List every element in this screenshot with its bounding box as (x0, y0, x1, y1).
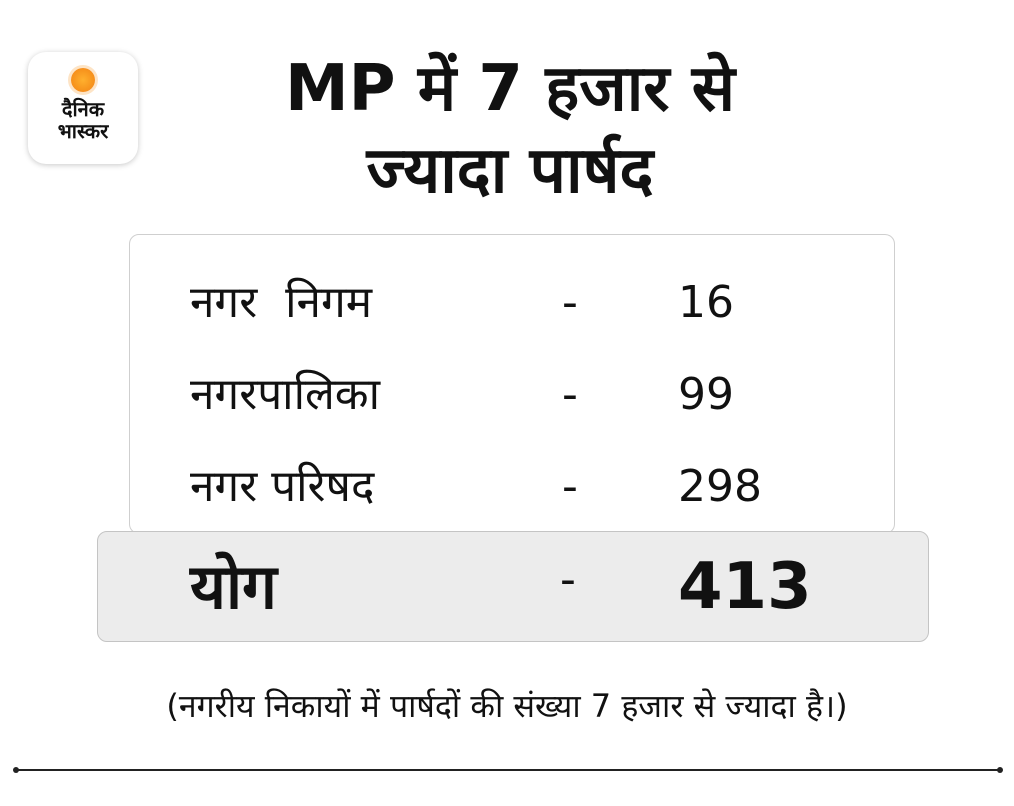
total-dash: - (560, 554, 576, 605)
row-dash: - (562, 277, 578, 328)
row-label: नगर परिषद (190, 461, 375, 512)
councillor-count-table: नगर निगम - 16 नगरपालिका - 99 नगर परिषद -… (129, 234, 895, 534)
table-row-nagarpalika: नगरपालिका - 99 (130, 365, 894, 425)
table-row-nagar-parishad: नगर परिषद - 298 (130, 457, 894, 517)
table-row-nagar-nigam: नगर निगम - 16 (130, 273, 894, 333)
row-value: 16 (678, 277, 734, 328)
row-dash: - (562, 461, 578, 512)
logo-line-1: दैनिक (61, 97, 105, 121)
row-value: 298 (678, 461, 762, 512)
row-label: नगर निगम (190, 277, 373, 328)
row-value: 99 (678, 369, 734, 420)
total-value: 413 (678, 550, 812, 624)
title-line-1: MP में 7 हजार से (284, 52, 735, 126)
title-line-2: ज्यादा पार्षद (366, 134, 654, 208)
logo-text: दैनिक भास्कर (58, 98, 109, 142)
dainik-bhaskar-logo: दैनिक भास्कर (28, 52, 138, 164)
logo-line-2: भास्कर (57, 119, 109, 143)
total-row: योग - 413 (97, 531, 929, 642)
page-title: MP में 7 हजार से ज्यादा पार्षद (190, 48, 830, 212)
sun-icon (71, 68, 95, 92)
footnote: (नगरीय निकायों में पार्षदों की संख्या 7 … (166, 687, 848, 725)
row-label: नगरपालिका (190, 369, 380, 420)
row-dash: - (562, 369, 578, 420)
total-label: योग (190, 550, 277, 623)
bottom-divider (13, 767, 1003, 773)
